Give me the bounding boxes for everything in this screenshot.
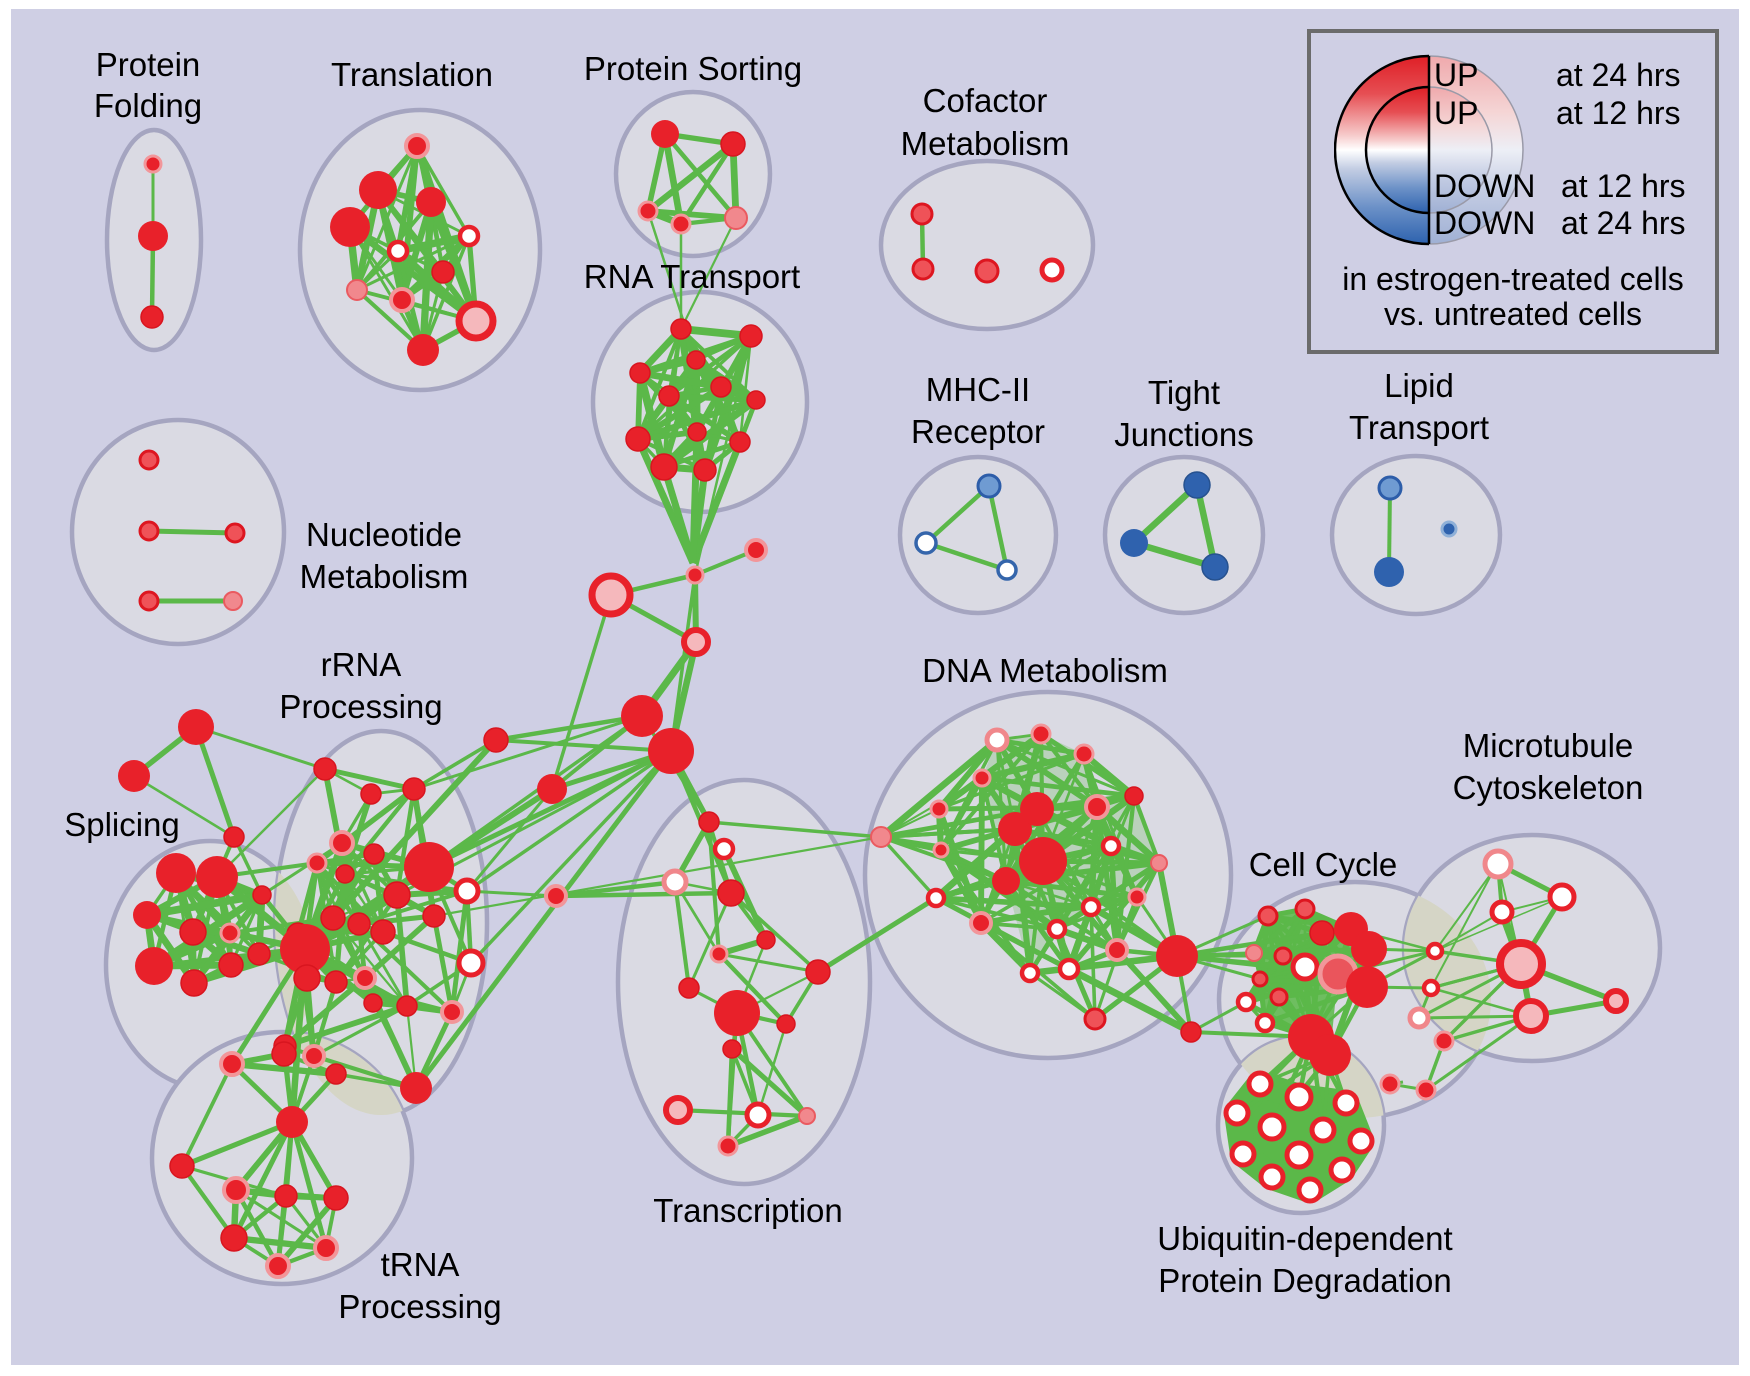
svg-text:Receptor: Receptor	[911, 413, 1045, 450]
svg-text:DOWN: DOWN	[1434, 205, 1535, 241]
svg-text:Transcription: Transcription	[653, 1192, 843, 1229]
svg-text:RNA Transport: RNA Transport	[584, 258, 800, 295]
svg-text:Ubiquitin-dependent: Ubiquitin-dependent	[1157, 1220, 1452, 1257]
svg-text:UP: UP	[1434, 57, 1478, 93]
svg-text:Lipid: Lipid	[1384, 367, 1454, 404]
svg-text:Protein Sorting: Protein Sorting	[584, 50, 802, 87]
svg-text:Junctions: Junctions	[1114, 416, 1253, 453]
svg-text:at 24 hrs: at 24 hrs	[1556, 57, 1681, 93]
svg-text:Folding: Folding	[94, 87, 202, 124]
svg-text:at 12 hrs: at 12 hrs	[1556, 95, 1681, 131]
svg-text:Processing: Processing	[279, 688, 442, 725]
svg-text:Cytoskeleton: Cytoskeleton	[1453, 769, 1644, 806]
svg-text:at 12 hrs: at 12 hrs	[1561, 168, 1686, 204]
svg-text:Nucleotide: Nucleotide	[306, 516, 462, 553]
svg-text:Tight: Tight	[1148, 374, 1220, 411]
svg-text:Splicing: Splicing	[64, 806, 180, 843]
svg-text:vs. untreated cells: vs. untreated cells	[1384, 296, 1642, 332]
svg-text:Cofactor: Cofactor	[923, 82, 1048, 119]
svg-text:Transport: Transport	[1349, 409, 1489, 446]
svg-text:UP: UP	[1434, 95, 1478, 131]
svg-text:Protein Degradation: Protein Degradation	[1158, 1262, 1452, 1299]
svg-text:Metabolism: Metabolism	[300, 558, 469, 595]
svg-text:Processing: Processing	[338, 1288, 501, 1325]
svg-text:Metabolism: Metabolism	[901, 125, 1070, 162]
svg-text:DNA Metabolism: DNA Metabolism	[922, 652, 1168, 689]
svg-text:MHC-II: MHC-II	[926, 371, 1030, 408]
svg-text:tRNA: tRNA	[381, 1246, 460, 1283]
svg-text:Translation: Translation	[331, 56, 493, 93]
svg-text:in estrogen-treated cells: in estrogen-treated cells	[1342, 261, 1684, 297]
svg-text:rRNA: rRNA	[321, 646, 402, 683]
svg-text:Protein: Protein	[96, 46, 201, 83]
svg-text:Cell Cycle: Cell Cycle	[1249, 846, 1398, 883]
svg-text:at 24 hrs: at 24 hrs	[1561, 205, 1686, 241]
svg-text:DOWN: DOWN	[1434, 168, 1535, 204]
svg-text:Microtubule: Microtubule	[1463, 727, 1634, 764]
